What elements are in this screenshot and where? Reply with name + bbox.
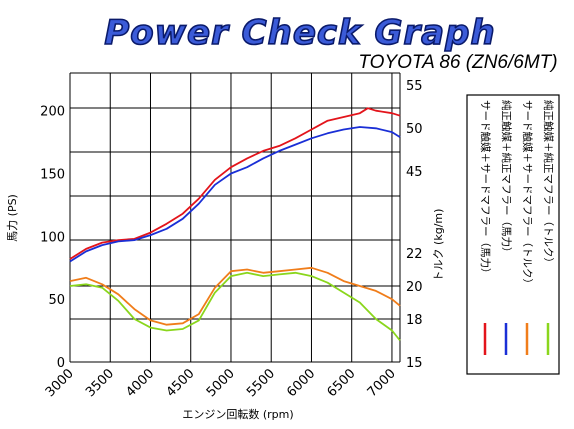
series-line-orange bbox=[69, 266, 401, 326]
y-right-tick-label: 22 bbox=[406, 247, 423, 262]
x-tick-label: 6000 bbox=[284, 366, 318, 400]
y-left-tick-label: 0 bbox=[57, 356, 65, 371]
series-line-green bbox=[69, 271, 401, 342]
y-right-axis-label: トルク (kg/m) bbox=[432, 209, 445, 282]
chart-subtitle: TOYOTA 86 (ZN6/6MT) bbox=[358, 52, 557, 73]
chart-title: Power Check Graph bbox=[104, 13, 495, 53]
series-line-red bbox=[69, 107, 401, 260]
legend-label: サード触媒＋サードマフラー（トルク） bbox=[521, 100, 534, 289]
y-left-tick-label: 100 bbox=[40, 230, 65, 245]
legend-label: 純正触媒＋純正マフラー（馬力） bbox=[500, 100, 513, 258]
x-tick-label: 5500 bbox=[244, 366, 278, 400]
series-line-blue bbox=[69, 126, 401, 263]
y-left-tick-label: 200 bbox=[40, 105, 65, 120]
x-tick-label: 6500 bbox=[325, 366, 359, 400]
x-tick-label: 4000 bbox=[123, 366, 157, 400]
y-right-tick-label: 18 bbox=[406, 313, 423, 328]
y-left-axis-label: 馬力 (PS) bbox=[6, 194, 19, 242]
x-tick-label: 5000 bbox=[204, 366, 238, 400]
y-right-tick-label: 15 bbox=[406, 356, 423, 371]
y-left-tick-label: 50 bbox=[48, 293, 65, 308]
y-right-tick-label: 45 bbox=[406, 165, 423, 180]
y-left-tick-label: 150 bbox=[40, 168, 65, 183]
x-tick-label: 7000 bbox=[365, 366, 399, 400]
legend-label: 純正触媒＋純正マフラー（トルク） bbox=[542, 100, 555, 268]
x-axis-label: エンジン回転数 (rpm) bbox=[182, 408, 293, 421]
y-right-tick-label: 55 bbox=[406, 79, 423, 94]
legend: サード触媒＋サードマフラー（馬力） 純正触媒＋純正マフラー（馬力） サード触媒＋サー… bbox=[466, 94, 560, 375]
grid bbox=[69, 72, 401, 363]
x-tick-label: 3000 bbox=[43, 366, 77, 400]
y-right-tick-label: 20 bbox=[406, 280, 423, 295]
legend-label: サード触媒＋サードマフラー（馬力） bbox=[479, 100, 492, 279]
series-lines bbox=[69, 107, 401, 342]
x-tick-label: 4500 bbox=[164, 366, 198, 400]
x-tick-label: 3500 bbox=[83, 366, 117, 400]
y-right-tick-label: 50 bbox=[406, 122, 423, 137]
legend-box bbox=[466, 94, 560, 375]
